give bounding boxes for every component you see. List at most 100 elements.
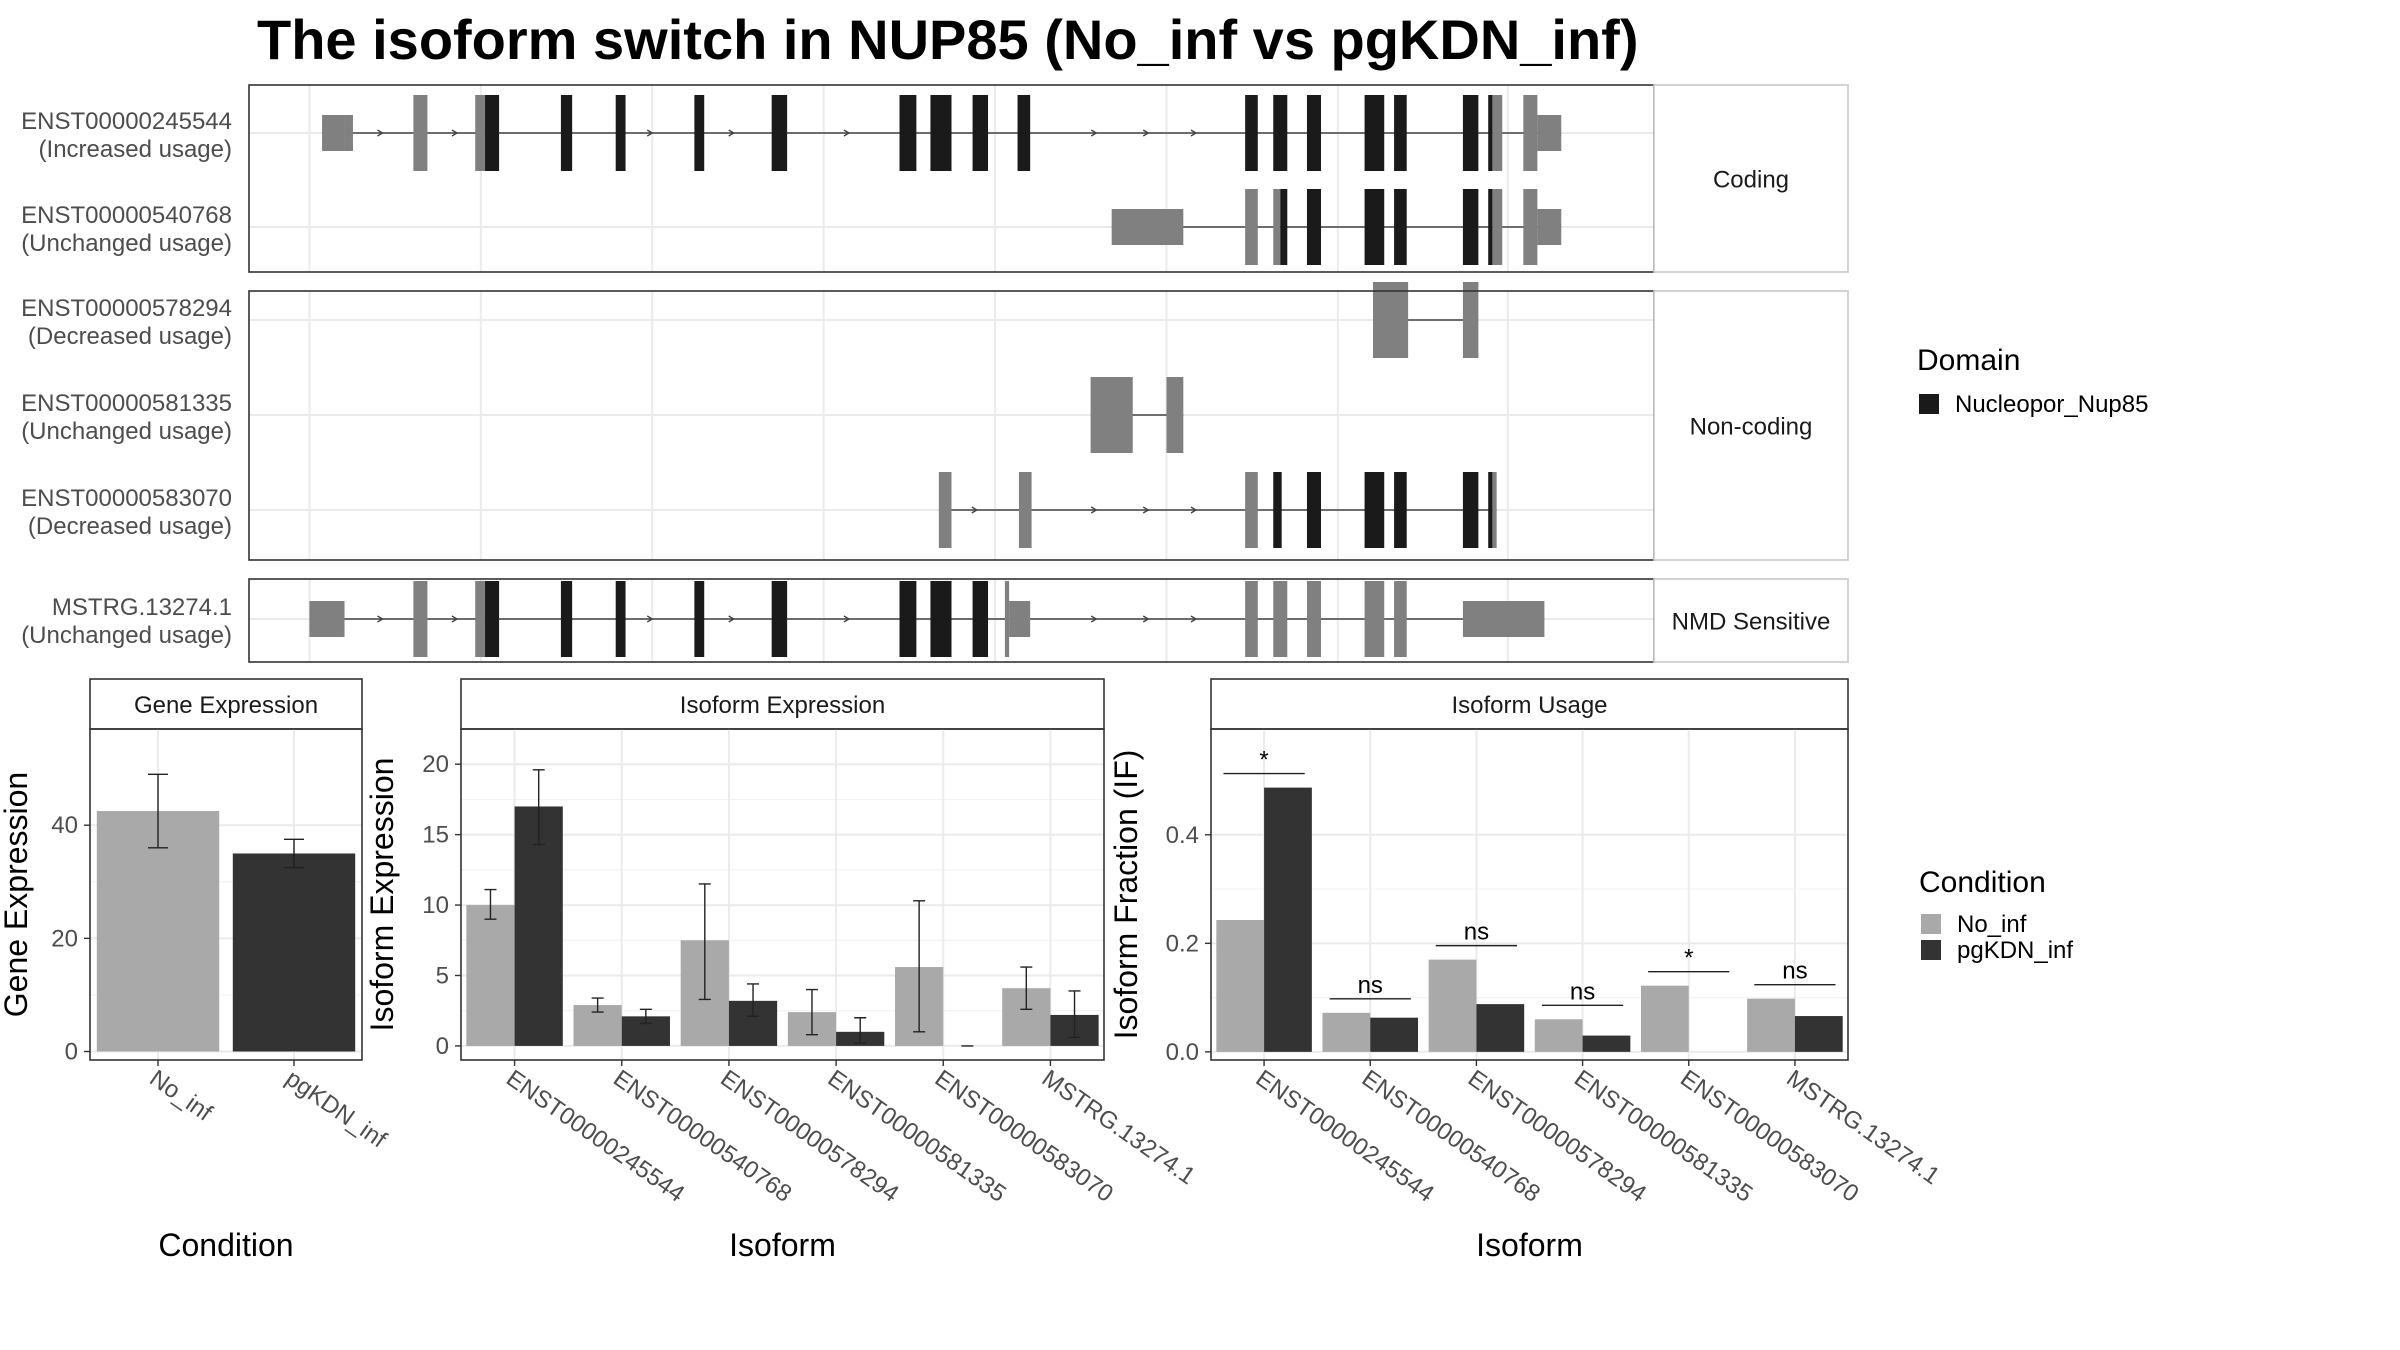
- error-bar: [698, 883, 711, 1001]
- chart-frame: [1210, 728, 1849, 1061]
- x-axis-title: Isoform: [1476, 1227, 1583, 1263]
- utr-exon: [322, 115, 345, 151]
- domain-exon: [1306, 189, 1322, 265]
- domain-exon: [485, 95, 500, 171]
- isoform-label: ENST00000581335: [21, 390, 232, 417]
- significance-label: *: [1259, 747, 1268, 774]
- y-tick-label: 0.4: [1166, 822, 1199, 849]
- bar: [1476, 1004, 1525, 1052]
- chart-title: Gene Expression: [134, 692, 318, 719]
- x-tick-label: ENST00000540768: [608, 1065, 796, 1208]
- isoform-label: ENST00000540768: [21, 202, 232, 229]
- bar: [466, 905, 515, 1046]
- domain-exon: [615, 581, 626, 657]
- bar: [1370, 1017, 1419, 1052]
- strand-arrow: [1090, 615, 1098, 623]
- domain-exon: [899, 95, 917, 171]
- bar: [1264, 787, 1312, 1052]
- error-bar: [484, 888, 497, 920]
- isoform-usage-label: (Unchanged usage): [21, 622, 232, 649]
- coding-exon: [1306, 581, 1322, 657]
- x-tick-label: No_inf: [145, 1065, 218, 1127]
- strand-arrow: [377, 129, 384, 137]
- domain-exon: [1364, 95, 1385, 171]
- domain-exon: [560, 95, 573, 171]
- coding-exon: [1090, 377, 1133, 453]
- condition-legend-label-no-inf: No_inf: [1957, 911, 2027, 938]
- chart-frame: [460, 728, 1105, 1061]
- strand-arrow: [728, 615, 736, 623]
- y-tick-label: 20: [422, 751, 449, 778]
- coding-exon: [413, 95, 428, 171]
- domain-exon: [1245, 95, 1258, 171]
- y-tick-label: 20: [51, 925, 78, 952]
- strand-arrow: [843, 129, 851, 137]
- strand-arrow: [1190, 506, 1198, 514]
- x-tick-label: pgKDN_inf: [281, 1065, 392, 1154]
- strand-arrow: [843, 615, 851, 623]
- coding-exon: [1492, 95, 1503, 171]
- domain-exon: [560, 581, 573, 657]
- isoform-usage-label: (Unchanged usage): [21, 418, 232, 445]
- domain-exon: [1462, 472, 1479, 548]
- coding-exon: [1492, 472, 1497, 548]
- figure-title: The isoform switch in NUP85 (No_inf vs p…: [257, 8, 1638, 71]
- strand-arrow: [1190, 615, 1198, 623]
- condition-legend-key-no-inf: [1921, 914, 1941, 934]
- isoform-label: ENST00000245544: [21, 108, 232, 135]
- domain-exon: [1488, 189, 1493, 265]
- bar-charts: Gene Expression 0 20 40 No_inf pgKDN_inf Condi…: [0, 678, 1944, 1263]
- domain-exon: [930, 581, 952, 657]
- bar: [1794, 1016, 1843, 1052]
- strand-arrow: [1142, 615, 1150, 623]
- coding-exon: [1273, 581, 1288, 657]
- condition-legend-title: Condition: [1919, 866, 2046, 899]
- coding-exon: [1394, 581, 1407, 657]
- strand-arrow: [728, 129, 736, 137]
- strand-arrow: [1142, 506, 1150, 514]
- significance-label: ns: [1782, 958, 1807, 985]
- x-tick-label: ENST00000583070: [930, 1065, 1118, 1208]
- structure-strip-label: Non-coding: [1690, 414, 1813, 441]
- coding-exon: [413, 581, 428, 657]
- x-tick-label: ENST00000540768: [1357, 1065, 1545, 1208]
- domain-exon: [1488, 472, 1493, 548]
- domain-legend-title: Domain: [1917, 344, 2020, 377]
- coding-exon: [1462, 282, 1479, 358]
- domain-exon: [1488, 95, 1493, 171]
- condition-legend-key-pgkdn-inf: [1921, 940, 1941, 960]
- error-bar: [284, 838, 304, 869]
- domain-exon: [1394, 95, 1407, 171]
- domain-exon: [1306, 95, 1322, 171]
- error-bar: [639, 1008, 652, 1025]
- x-tick-label: ENST00000578294: [1463, 1065, 1651, 1208]
- coding-exon: [1004, 581, 1010, 657]
- strand-arrow: [1090, 506, 1098, 514]
- y-tick-label: 0: [65, 1039, 78, 1066]
- bar: [1640, 985, 1689, 1052]
- structure-strip-label: Coding: [1713, 167, 1789, 194]
- strand-arrow: [1142, 129, 1150, 137]
- bar: [1216, 920, 1265, 1052]
- error-bar: [913, 900, 926, 1033]
- domain-exon: [1394, 189, 1407, 265]
- coding-exon: [1364, 581, 1385, 657]
- coding-exon: [1373, 282, 1409, 358]
- domain-exon: [972, 95, 989, 171]
- y-axis-title: Isoform Fraction (IF): [1108, 750, 1144, 1040]
- bar: [1322, 1012, 1371, 1052]
- significance-label: ns: [1358, 972, 1383, 999]
- domain-exon: [771, 581, 788, 657]
- domain-exon: [615, 95, 626, 171]
- coding-exon: [1492, 189, 1503, 265]
- domain-exon: [1273, 472, 1282, 548]
- chart-title: Isoform Usage: [1451, 692, 1607, 719]
- x-tick-label: ENST00000578294: [715, 1065, 903, 1208]
- error-bar: [805, 988, 818, 1036]
- y-axis-title: Isoform Expression: [364, 758, 400, 1032]
- bar: [96, 811, 220, 1052]
- domain-exon: [1394, 472, 1407, 548]
- coding-exon: [475, 581, 486, 657]
- domain-exon: [485, 581, 500, 657]
- y-tick-label: 0.0: [1166, 1039, 1199, 1066]
